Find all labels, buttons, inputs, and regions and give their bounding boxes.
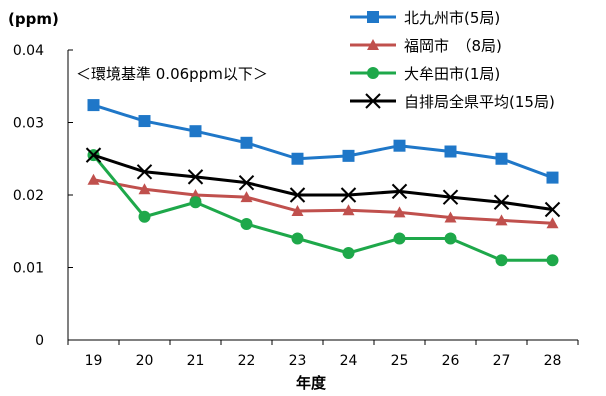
square-marker — [495, 152, 508, 165]
x-tick-label: 28 — [544, 353, 562, 369]
series-line — [92, 154, 553, 262]
y-tick-label: 0.02 — [13, 188, 44, 204]
series-layer — [85, 99, 561, 267]
x-tick-label: 27 — [493, 353, 511, 369]
y-unit-label: (ppm) — [8, 10, 59, 28]
square-marker — [444, 145, 457, 158]
legend-item-1: 北九州市(5局) — [350, 9, 500, 27]
triangle-marker — [342, 204, 355, 216]
series-line — [93, 103, 554, 180]
x-marker-stroke — [544, 201, 561, 218]
square-marker — [546, 171, 559, 184]
x-marker — [238, 174, 255, 191]
x-tick-label: 25 — [391, 353, 409, 369]
triangle-marker — [495, 214, 508, 226]
environmental-standard-annotation: ＜環境基準 0.06ppm以下＞ — [76, 65, 268, 83]
x-marker — [85, 147, 102, 163]
series-line — [93, 153, 553, 211]
legend-item-2: 福岡市 （8局) — [350, 37, 502, 55]
square-marker — [291, 152, 304, 165]
x-tick-label: 26 — [442, 353, 460, 369]
x-marker-stroke — [187, 169, 204, 185]
triangle-marker — [393, 206, 406, 218]
square-marker — [189, 125, 202, 138]
circle-marker — [240, 218, 253, 230]
x-marker — [136, 164, 153, 180]
x-tick-label: 24 — [340, 353, 358, 369]
x-marker-stroke — [365, 93, 381, 109]
square-marker — [240, 136, 253, 149]
x-marker — [493, 194, 510, 210]
triangle-marker — [367, 39, 379, 50]
x-marker-stroke — [136, 164, 153, 180]
square-marker — [138, 115, 151, 128]
triangle-marker — [138, 183, 151, 195]
triangle-marker — [240, 191, 253, 203]
circle-marker — [546, 254, 559, 267]
circle-marker — [138, 210, 151, 223]
y-tick-label: 0.04 — [13, 43, 44, 59]
x-marker-stroke — [289, 187, 306, 203]
square-marker — [367, 11, 379, 23]
legend-label: 福岡市 （8局) — [404, 37, 502, 55]
x-tick-label: 22 — [238, 353, 256, 369]
circle-marker — [342, 247, 355, 259]
axes: 0 0.01 0.02 0.03 0.04 19 20 21 22 23 24 25 26 27 28 — [13, 43, 579, 369]
x-marker-stroke — [238, 174, 255, 191]
series-3 — [87, 149, 559, 267]
x-marker — [289, 187, 306, 203]
square-marker — [393, 139, 406, 152]
x-marker — [187, 169, 204, 185]
x-marker-stroke — [493, 194, 510, 210]
square-marker — [342, 149, 355, 162]
triangle-marker — [546, 217, 559, 229]
circle-marker — [495, 254, 508, 267]
x-marker — [391, 183, 408, 200]
triangle-marker — [444, 211, 457, 223]
y-tick-label: 0.01 — [13, 261, 44, 277]
y-tick-label: 0.03 — [13, 116, 44, 132]
series-4 — [85, 147, 561, 218]
circle-marker — [291, 232, 304, 245]
x-marker-stroke — [340, 187, 357, 203]
series-1 — [87, 99, 559, 184]
circle-marker — [444, 232, 457, 245]
x-marker — [365, 93, 381, 109]
x-marker — [340, 187, 357, 203]
x-tick-label: 21 — [187, 353, 205, 369]
legend-label: 大牟田市(1局) — [404, 65, 500, 83]
triangle-marker — [291, 204, 304, 216]
x-marker-stroke — [442, 189, 459, 205]
series-line — [93, 178, 553, 225]
x-marker — [442, 189, 459, 205]
x-marker — [544, 201, 561, 218]
y-tick-label: 0 — [35, 333, 44, 349]
circle-marker — [367, 67, 379, 79]
legend: 北九州市(5局) 福岡市 （8局) 大牟田市(1局) 自排局全県平均(15局) — [350, 9, 555, 111]
x-tick-label: 19 — [85, 353, 103, 369]
x-axis-label: 年度 — [296, 374, 327, 392]
circle-marker — [393, 232, 406, 245]
x-marker-stroke — [85, 147, 102, 163]
triangle-marker — [87, 173, 100, 185]
legend-item-4: 自排局全県平均(15局) — [350, 93, 555, 111]
x-tick-label: 20 — [136, 353, 154, 369]
circle-marker — [189, 196, 202, 209]
legend-label: 自排局全県平均(15局) — [404, 93, 555, 111]
legend-item-3: 大牟田市(1局) — [350, 65, 500, 83]
x-tick-label: 23 — [289, 353, 307, 369]
square-marker — [87, 99, 100, 112]
legend-label: 北九州市(5局) — [404, 9, 500, 27]
x-marker-stroke — [391, 183, 408, 200]
